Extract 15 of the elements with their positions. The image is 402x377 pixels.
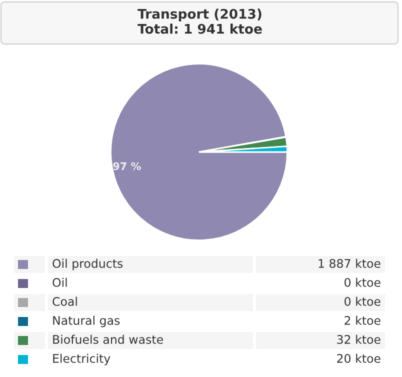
- legend-label: Electricity: [53, 354, 110, 366]
- text: 0 ktoe: [344, 296, 380, 306]
- text: 97 %: [113, 162, 141, 170]
- data-label: 20 ktoe: [337, 354, 380, 363]
- legend-label: Biofuels and waste: [53, 334, 163, 344]
- data-label: 32 ktoe: [337, 334, 380, 344]
- data-label: 1 887 ktoe: [318, 258, 380, 268]
- legend-label: Natural gas: [53, 316, 120, 328]
- legend-label: Oil products: [52, 258, 123, 270]
- text: 0 ktoe: [344, 278, 380, 287]
- legend-label: Coal: [52, 296, 77, 306]
- legend-label: Oil: [52, 278, 67, 287]
- data-label: 2 ktoe: [344, 316, 380, 325]
- chart-subtitle: Total: 1 941 ktoe: [138, 24, 262, 34]
- chart-title: Transport (2013): [138, 8, 262, 22]
